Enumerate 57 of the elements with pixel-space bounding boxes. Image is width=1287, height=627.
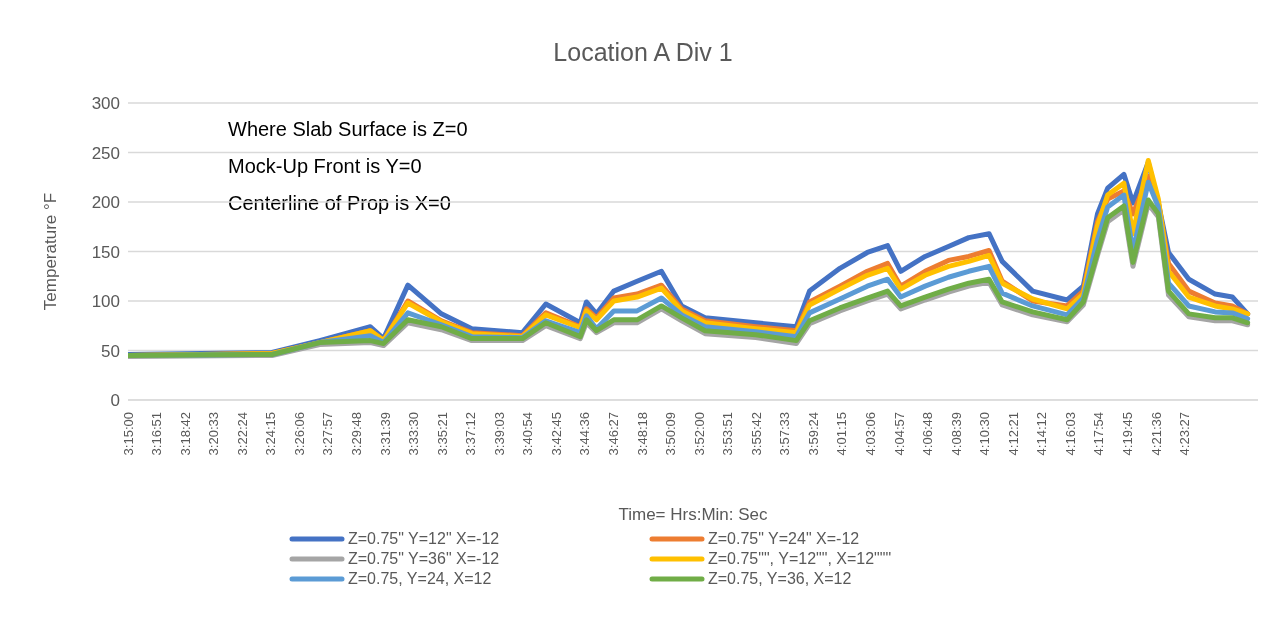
x-tick-label: 4:03:06 [863,412,879,456]
y-tick-label: 150 [91,242,120,262]
x-axis-title: Time= Hrs:Min: Sec [618,505,769,524]
x-tick-label: 3:46:27 [606,412,621,456]
x-tick-label: 3:59:24 [805,412,821,456]
x-tick-label: 3:50:09 [663,412,679,456]
x-tick-label: 3:22:24 [234,412,250,456]
x-tick-label: 3:15:00 [120,412,136,456]
x-tick-label: 3:31:39 [377,412,393,456]
x-tick-label: 3:20:33 [206,412,222,456]
x-tick-label: 3:55:42 [748,412,764,456]
x-tick-label: 4:08:39 [948,412,964,456]
legend-label: Z=0.75" Y=36" X=-12 [348,550,500,568]
y-tick-label: 50 [101,341,120,361]
x-tick-label: 3:37:12 [463,412,479,456]
x-tick-label: 4:04:57 [891,412,907,456]
x-tick-label: 4:23:27 [1177,412,1193,456]
legend-label: Z=0.75, Y=36, X=12 [708,570,852,588]
x-tick-label: 3:42:45 [548,412,564,456]
chart-title: Location A Div 1 [552,38,734,67]
y-tick-label: 100 [91,292,120,312]
x-tick-label: 4:16:03 [1062,412,1078,456]
legend-label: Z=0.75"", Y=12"", X=12""" [708,550,892,568]
x-tick-label: 3:29:48 [348,412,364,456]
x-tick-label: 4:06:48 [920,412,936,456]
x-tick-label: 4:10:30 [977,412,993,456]
y-tick-label: 200 [91,193,120,213]
y-axis-title: Temperature °F [41,192,61,311]
legend-label: Z=0.75, Y=24, X=12 [348,570,492,588]
x-tick-label: 3:44:36 [577,412,593,456]
x-tick-label: 3:53:51 [720,412,736,456]
y-tick-label: 250 [91,143,120,163]
legend-label: Z=0.75" Y=24" X=-12 [708,530,860,548]
x-tick-label: 4:21:36 [1148,412,1164,456]
x-tick-label: 3:27:57 [320,412,336,456]
annotation: Mock-Up Front is Y=0 [228,154,423,179]
x-tick-label: 3:57:33 [777,412,793,456]
annotation: Centerline of Prop is X=0 [228,191,452,216]
annotation: Where Slab Surface is Z=0 [228,117,468,142]
y-tick-label: 0 [110,391,120,411]
x-tick-label: 3:48:18 [634,412,650,456]
x-tick-label: 3:39:03 [491,412,507,456]
x-tick-label: 3:26:06 [291,412,307,456]
x-tick-label: 3:24:15 [263,412,279,456]
legend-label: Z=0.75" Y=12" X=-12 [348,530,500,548]
x-tick-label: 3:52:00 [691,412,707,456]
x-tick-label: 4:14:12 [1034,412,1050,456]
x-tick-label: 4:17:54 [1091,412,1107,456]
x-tick-label: 3:40:54 [520,412,536,456]
x-tick-label: 4:12:21 [1005,412,1021,456]
x-tick-label: 4:19:45 [1120,412,1136,456]
x-tick-label: 3:16:51 [149,412,165,456]
y-tick-label: 300 [91,94,120,114]
x-tick-label: 3:35:21 [434,412,450,456]
x-tick-label: 4:01:15 [834,412,850,456]
x-tick-label: 3:18:42 [177,412,193,456]
x-tick-label: 3:33:30 [406,412,422,456]
